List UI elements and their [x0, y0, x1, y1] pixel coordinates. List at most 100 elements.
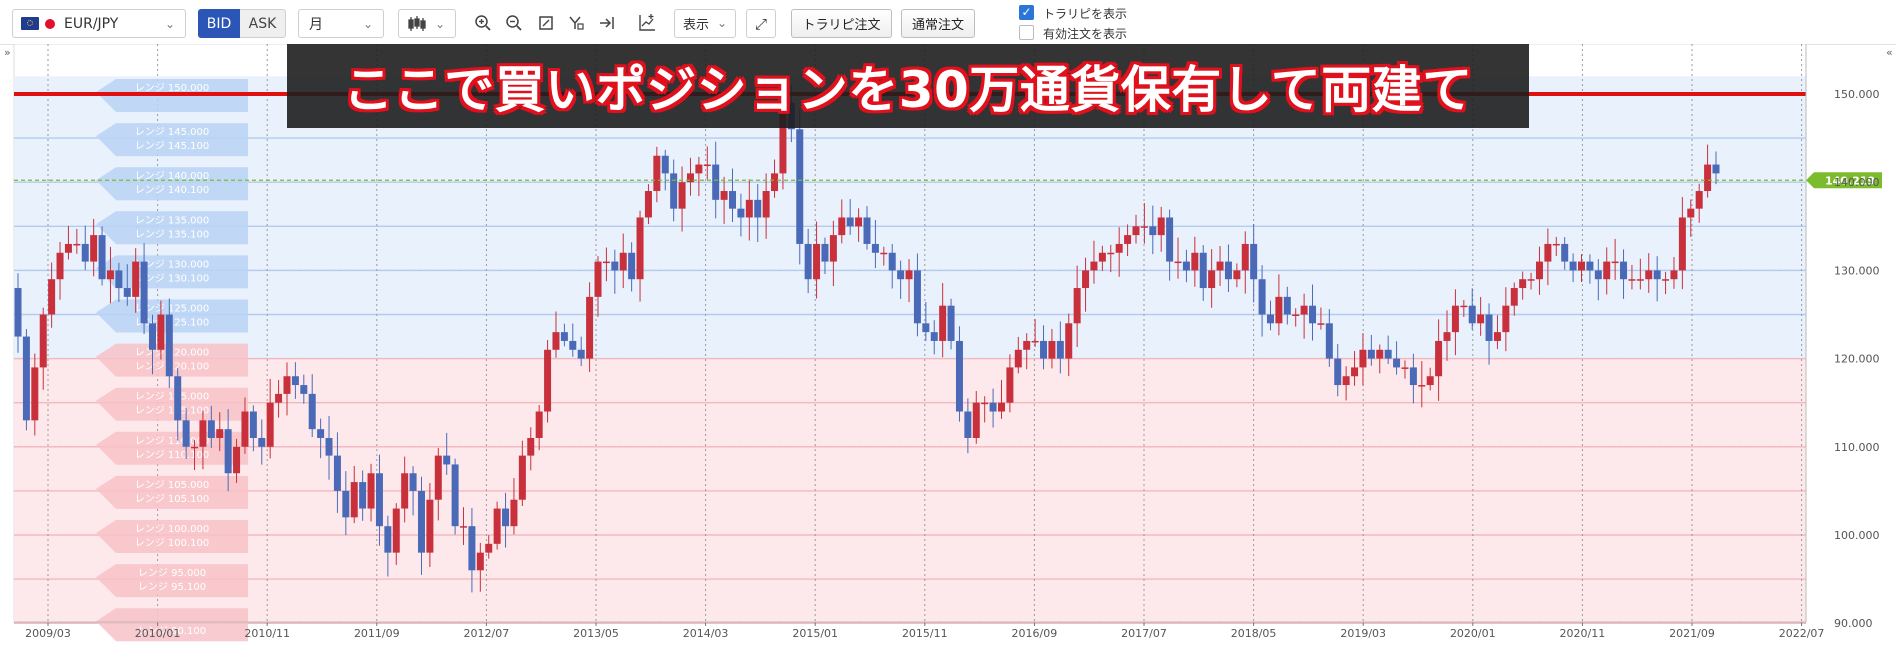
period-select[interactable]: 月 ⌄ [298, 9, 384, 38]
annotation-text: ここで買いポジションを30万通貨保有して両建て [343, 61, 1473, 119]
add-indicator-icon[interactable] [636, 12, 658, 34]
candle-body [359, 482, 367, 509]
trap-order-button[interactable]: トラリピ注文 [791, 9, 892, 38]
candle-body [863, 217, 871, 244]
candle-body [283, 376, 291, 394]
trap-tag-shape [96, 431, 248, 465]
candle-body [1241, 243, 1249, 271]
chart-type-select[interactable]: ⌄ [398, 9, 456, 38]
x-tick-label: 2021/09 [1669, 627, 1715, 640]
candle-body [1292, 314, 1300, 316]
normal-order-button[interactable]: 通常注文 [901, 9, 975, 38]
x-tick-label: 2017/07 [1121, 627, 1167, 640]
candle-body [401, 473, 409, 509]
candle-body [1544, 243, 1552, 262]
show-trap-label: トラリピを表示 [1043, 7, 1128, 21]
trap-order-tag: レンジ 115.000 レンジ 115.100 [96, 387, 248, 421]
trap-tag-label: レンジ 135.100 [135, 229, 210, 240]
trap-tag-label: レンジ 140.100 [135, 185, 210, 196]
candle-body [955, 340, 963, 412]
eu-flag-icon [21, 17, 39, 30]
candle-body [1040, 340, 1048, 359]
trap-tag-label: レンジ 95.100 [138, 582, 206, 593]
x-tick-label: 2015/11 [902, 627, 948, 640]
trap-order-tag: レンジ 145.000 レンジ 145.100 [96, 123, 248, 157]
trap-tag-label: レンジ 145.000 [135, 127, 210, 138]
candle-body [199, 420, 207, 447]
candle-body [804, 243, 812, 280]
show-trap-checkbox[interactable]: ✓ [1019, 5, 1034, 20]
ask-button[interactable]: ASK [240, 9, 286, 38]
trap-tag-label: レンジ 140.000 [135, 171, 210, 182]
trap-tag-label: レンジ 110.000 [135, 436, 210, 447]
trap-tag-shape [96, 167, 248, 201]
candle-body [552, 332, 560, 350]
trap-order-tag: レンジ 100.000 レンジ 100.100 [96, 520, 248, 553]
trap-order-tag: レンジ 110.000 レンジ 110.100 [96, 431, 248, 465]
candle-body [1073, 288, 1081, 324]
candle-body [81, 243, 89, 262]
bid-button[interactable]: BID [198, 9, 240, 38]
display-menu[interactable]: 表示 ⌄ [674, 9, 736, 38]
candle-body [1208, 270, 1216, 289]
chevron-down-icon: ⌄ [362, 17, 373, 31]
candle-body [880, 252, 888, 255]
trap-tag-label: レンジ 130.100 [135, 273, 210, 284]
y-tick-label: 100.000 [1834, 529, 1880, 542]
candle-body [1342, 376, 1350, 386]
candle-body [1023, 340, 1031, 350]
candle-body [1359, 349, 1367, 368]
fit-screen-icon[interactable] [535, 12, 557, 34]
current-price-label: 140.219 [1825, 174, 1875, 187]
candle-body [375, 473, 383, 527]
candle-body [754, 199, 762, 218]
x-tick-label: 2013/05 [573, 627, 619, 640]
zoom-in-icon[interactable] [472, 12, 494, 34]
candle-body [762, 191, 770, 218]
candle-body [1468, 305, 1476, 324]
scroll-latest-icon[interactable] [596, 12, 618, 34]
currency-pair-select[interactable]: EUR/JPY ⌄ [12, 9, 186, 38]
expand-button[interactable]: ⤢ [746, 9, 776, 38]
candle-body [182, 420, 190, 447]
trap-tag-label: レンジ 135.000 [135, 215, 210, 226]
candle-body [241, 411, 249, 447]
crosshair-icon[interactable] [565, 12, 587, 34]
candle-body [678, 182, 686, 209]
candle-body [1082, 270, 1090, 289]
candle-body [670, 173, 678, 209]
candle-body [333, 455, 341, 491]
candlestick-icon [408, 15, 426, 31]
candle-body [535, 411, 543, 438]
candle-body [745, 199, 753, 218]
candle-body [1132, 226, 1140, 236]
y-tick-label: 110.000 [1834, 441, 1880, 454]
chart-toolbar: EUR/JPY ⌄ BID ASK 月 ⌄ ⌄ 表示 ⌄ ⤢ トラリピ注文 通常… [0, 0, 1896, 45]
candle-body [1527, 279, 1535, 281]
y-tick-label: 140.000 [1834, 176, 1880, 189]
candle-body [1376, 349, 1384, 359]
candle-body [686, 173, 694, 183]
candle-body [1535, 261, 1543, 280]
x-tick-label: 2010/01 [135, 627, 181, 640]
candle-body [636, 217, 644, 280]
show-active-checkbox[interactable] [1019, 25, 1034, 40]
trap-tag-label: レンジ 100.000 [135, 524, 210, 535]
candle-body [207, 420, 215, 438]
candle-body [510, 499, 518, 527]
candle-body [594, 261, 602, 297]
candle-body [1670, 270, 1678, 280]
price-chart[interactable]: レンジ 150.000 レンジ 145.000 レンジ 145.100 レンジ 140… [0, 44, 1896, 664]
candle-body [1493, 332, 1501, 341]
candle-body [224, 429, 232, 474]
candle-body [855, 217, 863, 227]
trap-order-tag: レンジ 135.000 レンジ 135.100 [96, 211, 248, 245]
candle-body [392, 508, 400, 553]
candle-body [1031, 340, 1039, 343]
trap-tag-label: レンジ 150.000 [135, 83, 210, 94]
candle-body [1695, 191, 1703, 209]
candle-body [1006, 367, 1014, 403]
candle-body [653, 155, 661, 192]
candle-body [1098, 252, 1106, 262]
zoom-out-icon[interactable] [503, 12, 525, 34]
